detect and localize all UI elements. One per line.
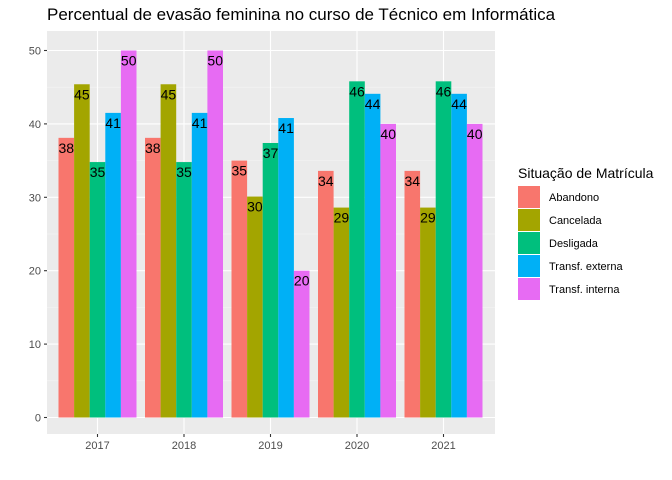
y-tick-label: 0 [35, 413, 41, 425]
bar-labels: 3845354150384535415035303741203429464440… [59, 53, 483, 289]
bar-value-label: 46 [349, 83, 365, 99]
bar-value-label: 41 [192, 115, 208, 131]
bar-value-label: 35 [90, 164, 106, 180]
bar-desligada-2020 [349, 81, 365, 418]
legend: Situação de Matrícula Abandono Cancelada D… [518, 165, 654, 300]
bar-cancelada-2020 [333, 207, 350, 418]
y-tick-label: 50 [29, 46, 41, 58]
bar-desligada-2019 [262, 142, 279, 418]
bar-transf-interna-2018 [207, 50, 223, 418]
x-tick-label: 2018 [172, 440, 196, 452]
bar-cancelada-2017 [74, 84, 90, 418]
x-tick-label: 2021 [431, 440, 455, 452]
bar-transf-interna-2020 [380, 123, 396, 418]
bar-transf-externa-2021 [451, 93, 467, 418]
bar-cancelada-2018 [160, 84, 177, 418]
bar-value-label: 46 [436, 83, 452, 99]
x-tick-label: 2017 [85, 440, 109, 452]
legend-key-desligada [518, 232, 540, 254]
bar-value-label: 35 [176, 164, 192, 180]
bar-desligada-2021 [435, 81, 452, 418]
bar-transf-externa-2017 [105, 112, 121, 418]
bar-value-label: 40 [380, 126, 396, 142]
bar-value-label: 44 [365, 96, 381, 112]
bar-value-label: 37 [263, 145, 279, 161]
legend-label: Transf. externa [549, 261, 623, 273]
bar-transf-externa-2020 [364, 93, 381, 418]
x-tick-label: 2020 [345, 440, 369, 452]
bar-transf-interna-2021 [466, 123, 483, 418]
legend-key-cancelada [518, 209, 540, 231]
bar-value-label: 20 [294, 273, 310, 289]
legend-title: Situação de Matrícula [518, 165, 654, 181]
x-axis: 2017 2018 2019 2020 2021 [85, 434, 456, 452]
bar-abandono-2021 [404, 170, 421, 418]
y-tick-label: 40 [29, 119, 41, 131]
bars [58, 50, 483, 418]
legend-key-abandono [518, 186, 540, 208]
chart-title: Percentual de evasão feminina no curso d… [47, 5, 556, 24]
legend-key-transf-externa [518, 255, 540, 277]
bar-value-label: 29 [334, 210, 350, 226]
bar-abandono-2017 [58, 137, 75, 418]
bar-value-label: 41 [105, 115, 121, 131]
legend-label: Transf. interna [549, 284, 620, 296]
bar-value-label: 38 [145, 140, 161, 156]
y-tick-label: 20 [29, 266, 41, 278]
bar-value-label: 41 [278, 120, 294, 136]
bar-transf-interna-2017 [120, 50, 137, 418]
legend-key-transf-interna [518, 278, 540, 300]
y-tick-label: 10 [29, 339, 41, 351]
y-tick-label: 30 [29, 192, 41, 204]
bar-desligada-2018 [176, 162, 192, 418]
bar-transf-externa-2019 [278, 118, 294, 418]
bar-abandono-2018 [145, 137, 161, 418]
bar-value-label: 40 [467, 126, 483, 142]
x-tick-label: 2019 [258, 440, 282, 452]
bar-value-label: 35 [232, 163, 248, 179]
bar-cancelada-2021 [420, 207, 436, 418]
bar-value-label: 50 [121, 53, 137, 69]
bar-transf-interna-2019 [293, 270, 310, 418]
bar-desligada-2017 [89, 162, 106, 418]
legend-label: Cancelada [549, 215, 602, 227]
bar-value-label: 34 [318, 173, 334, 189]
bar-value-label: 45 [74, 86, 90, 102]
bar-value-label: 34 [405, 173, 421, 189]
bar-value-label: 44 [451, 96, 467, 112]
bar-value-label: 30 [247, 199, 263, 215]
legend-label: Abandono [549, 192, 599, 204]
bar-value-label: 50 [207, 53, 223, 69]
y-axis: 0 10 20 30 40 50 [29, 46, 47, 425]
bar-transf-externa-2018 [191, 112, 208, 418]
legend-label: Desligada [549, 238, 599, 250]
bar-abandono-2019 [231, 160, 248, 418]
bar-value-label: 38 [59, 140, 75, 156]
bar-abandono-2020 [318, 170, 334, 418]
bar-cancelada-2019 [247, 196, 263, 418]
bar-value-label: 29 [420, 210, 436, 226]
bar-value-label: 45 [161, 86, 177, 102]
